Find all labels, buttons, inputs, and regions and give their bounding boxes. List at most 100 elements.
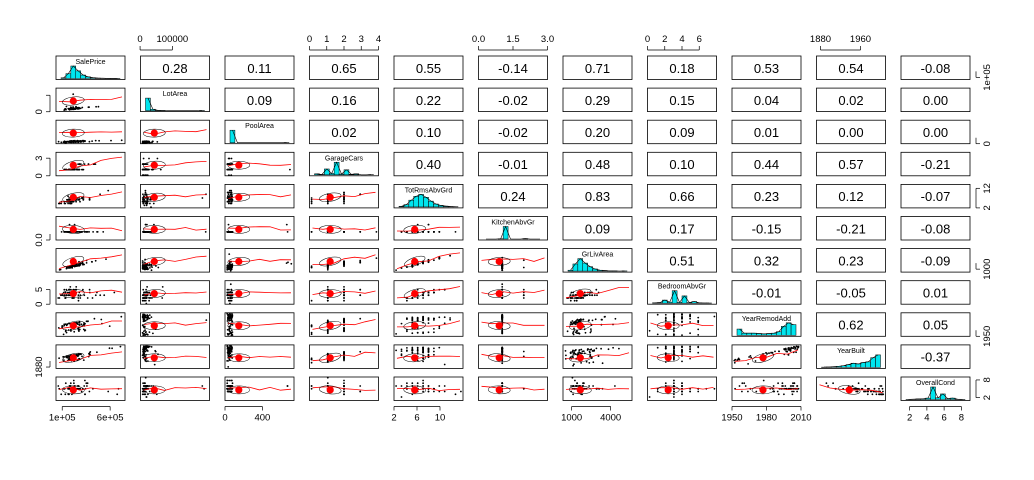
panel-LotArea-SalePrice — [55, 87, 126, 112]
scatter-point — [61, 325, 64, 327]
scatter-point — [78, 197, 80, 199]
panel-SalePrice-OverallCond: -0.08 — [900, 55, 971, 80]
scatter-point — [673, 318, 675, 320]
scatter-point — [784, 385, 787, 387]
correlation-value: -0.02 — [498, 125, 528, 140]
tick-label: 0 — [34, 109, 45, 114]
scatter-point — [289, 168, 291, 171]
scatter-point — [64, 108, 67, 110]
panel-OverallCond-GarageCars — [309, 376, 379, 401]
scatter-point — [574, 379, 576, 382]
scatter-point — [85, 231, 88, 233]
scatter-point — [77, 299, 80, 302]
panel-frame — [140, 55, 210, 80]
scatter-point — [142, 347, 145, 350]
scatter-point — [94, 163, 97, 166]
scatter-point — [443, 363, 446, 366]
panel-frame — [478, 376, 548, 401]
scatter-point — [427, 349, 430, 351]
scatter-point — [146, 318, 149, 321]
scatter-point — [82, 263, 84, 266]
scatter-point — [572, 294, 574, 297]
variable-label: LotArea — [163, 91, 188, 98]
scatter-point — [69, 108, 72, 110]
scatter-point — [438, 257, 441, 260]
panel-frame — [900, 87, 971, 112]
panel-YearBuilt-PoolArea — [224, 344, 295, 369]
scatter-point — [438, 231, 441, 233]
scatter-point — [673, 333, 675, 336]
scatter-point — [143, 174, 145, 177]
scatter-point — [433, 328, 435, 330]
scatter-point — [228, 346, 231, 349]
scatter-point — [416, 319, 419, 322]
scatter-point — [108, 347, 111, 350]
smooth-line — [58, 225, 123, 232]
panel-GrLivArea-GarageCars — [309, 248, 379, 273]
tick-label: 10 — [435, 413, 446, 424]
panel-OverallCond-OverallCond: OverallCond — [900, 376, 971, 401]
panel-LotArea-LotArea: LotArea — [140, 87, 210, 112]
scatter-point — [784, 347, 787, 350]
correlation-value: 0.11 — [247, 61, 271, 76]
mean-point — [845, 386, 853, 394]
scatter-point — [231, 195, 234, 198]
scatter-point — [343, 288, 345, 291]
correlation-value: -0.08 — [921, 221, 951, 236]
variable-label: YearBuilt — [837, 348, 865, 355]
scatter-point — [783, 393, 785, 396]
scatter-point — [343, 353, 345, 355]
panel-frame — [55, 248, 126, 273]
scatter-point — [754, 360, 757, 362]
scatter-point — [83, 294, 86, 297]
scatter-point — [501, 267, 504, 269]
tick-label: 1000 — [561, 413, 582, 424]
scatter-point — [592, 385, 594, 387]
variable-label: BedroomAbvGr — [658, 284, 707, 291]
panel-frame — [816, 87, 886, 112]
scatter-point — [146, 223, 148, 226]
correlation-value: 0.55 — [416, 61, 441, 76]
density-line — [401, 194, 456, 207]
scatter-point — [105, 258, 107, 260]
scatter-point — [143, 333, 146, 335]
scatter-point — [150, 269, 153, 272]
scatter-point — [689, 321, 691, 323]
hist-bar — [398, 206, 405, 208]
scatter-point — [747, 390, 749, 393]
panel-GrLivArea-KitchenAbvGr — [478, 248, 548, 273]
panel-PoolArea-OverallCond: 0.00 — [900, 119, 971, 145]
scatter-point — [148, 390, 151, 393]
panel-GarageCars-OverallCond: -0.21 — [900, 151, 971, 177]
scatter-point — [501, 362, 504, 365]
panel-LotArea-BedroomAbvGr: 0.15 — [647, 87, 717, 112]
tick-label: 6 — [697, 34, 702, 45]
scatter-point — [443, 322, 446, 325]
tick-label: 0.0 — [34, 233, 45, 246]
scatter-point — [69, 286, 72, 288]
scatter-point — [853, 387, 855, 390]
scatter-point — [604, 315, 606, 318]
scatter-point — [227, 268, 229, 270]
right-axis-YearRemodAdd: 1950 — [975, 326, 993, 347]
hist-bar — [671, 290, 678, 304]
scatter-point — [656, 313, 659, 316]
left-axis-GarageCars: 03 — [34, 156, 51, 178]
scatter-point — [572, 333, 575, 336]
scatter-point — [573, 327, 575, 330]
panel-frame — [816, 280, 886, 305]
scatter-point — [614, 385, 616, 387]
scatter-point — [433, 259, 435, 262]
panel-SalePrice-SalePrice: SalePrice — [55, 55, 126, 80]
scatter-point — [870, 390, 872, 393]
scatter-point — [68, 223, 71, 226]
panel-BedroomAbvGr-PoolArea — [224, 280, 295, 305]
scatter-point — [152, 332, 154, 335]
scatter-point — [795, 345, 798, 348]
scatter-point — [310, 202, 313, 205]
mean-point — [326, 193, 334, 201]
scatter-point — [78, 264, 81, 267]
scatter-point — [84, 379, 86, 382]
scatter-point — [438, 346, 441, 349]
panel-SalePrice-PoolArea: 0.11 — [224, 55, 295, 80]
